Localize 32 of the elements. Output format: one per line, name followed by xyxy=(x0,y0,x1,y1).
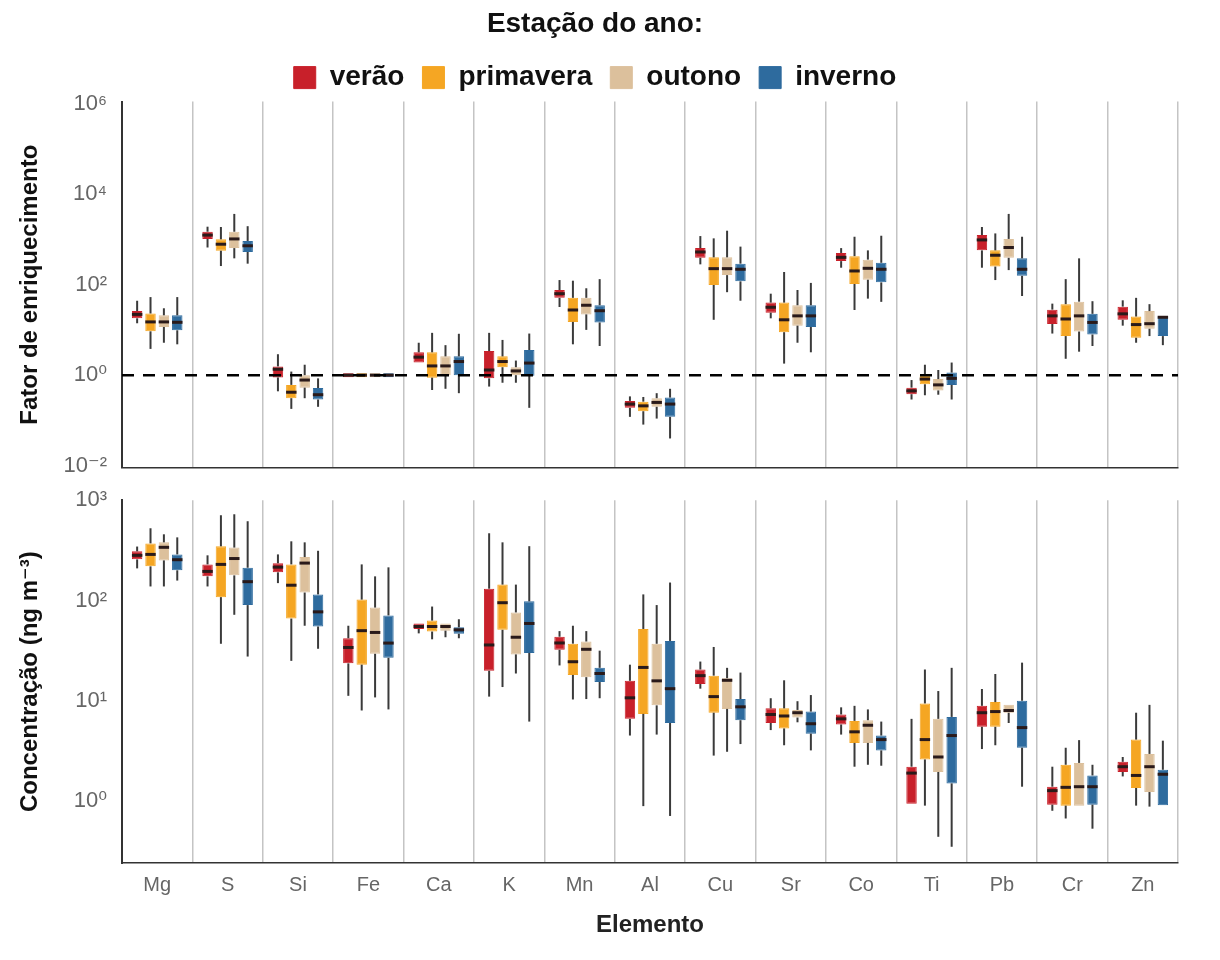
y-tick-label: 10⁴ xyxy=(73,180,107,206)
y-tick-label: 10⁻² xyxy=(63,451,107,477)
x-tick-label: S xyxy=(220,872,235,895)
y-tick-label: 10⁰ xyxy=(73,787,108,813)
x-tick-label: Zn xyxy=(1131,872,1155,895)
y-tick-label: 10¹ xyxy=(75,686,107,712)
x-tick-label: Pb xyxy=(989,872,1015,895)
y-tick-label: 10² xyxy=(75,270,107,296)
x-tick-label: Mg xyxy=(143,872,172,895)
y-tick-label: 10³ xyxy=(75,486,107,512)
x-axis-title: Elemento xyxy=(595,910,705,938)
legend-label: verão xyxy=(329,60,405,92)
x-tick-label: Ca xyxy=(426,872,453,895)
x-tick-label: Si xyxy=(289,872,307,895)
y-tick-label: 10² xyxy=(75,586,107,612)
y-tick-label: 10⁰ xyxy=(73,361,108,387)
y-tick-label: 10⁶ xyxy=(73,89,107,115)
legend-label: outono xyxy=(646,60,742,92)
legend-title: Estação do ano: xyxy=(486,6,704,38)
x-tick-label: Mn xyxy=(565,872,594,895)
x-tick-label: Sr xyxy=(780,872,802,895)
y-axis-title: Fator de enriquecimento xyxy=(15,144,43,425)
legend-label: primavera xyxy=(458,60,593,92)
y-axis-title: Concentração (ng m⁻³) xyxy=(15,551,43,813)
x-tick-label: Ti xyxy=(923,872,940,895)
legend-label: inverno xyxy=(795,60,897,92)
x-tick-label: Cr xyxy=(1061,872,1084,895)
x-tick-label: Fe xyxy=(356,872,381,895)
x-tick-label: Cu xyxy=(707,872,734,895)
x-tick-label: K xyxy=(502,872,517,895)
x-tick-label: Co xyxy=(848,872,874,895)
x-tick-label: Al xyxy=(641,872,659,895)
